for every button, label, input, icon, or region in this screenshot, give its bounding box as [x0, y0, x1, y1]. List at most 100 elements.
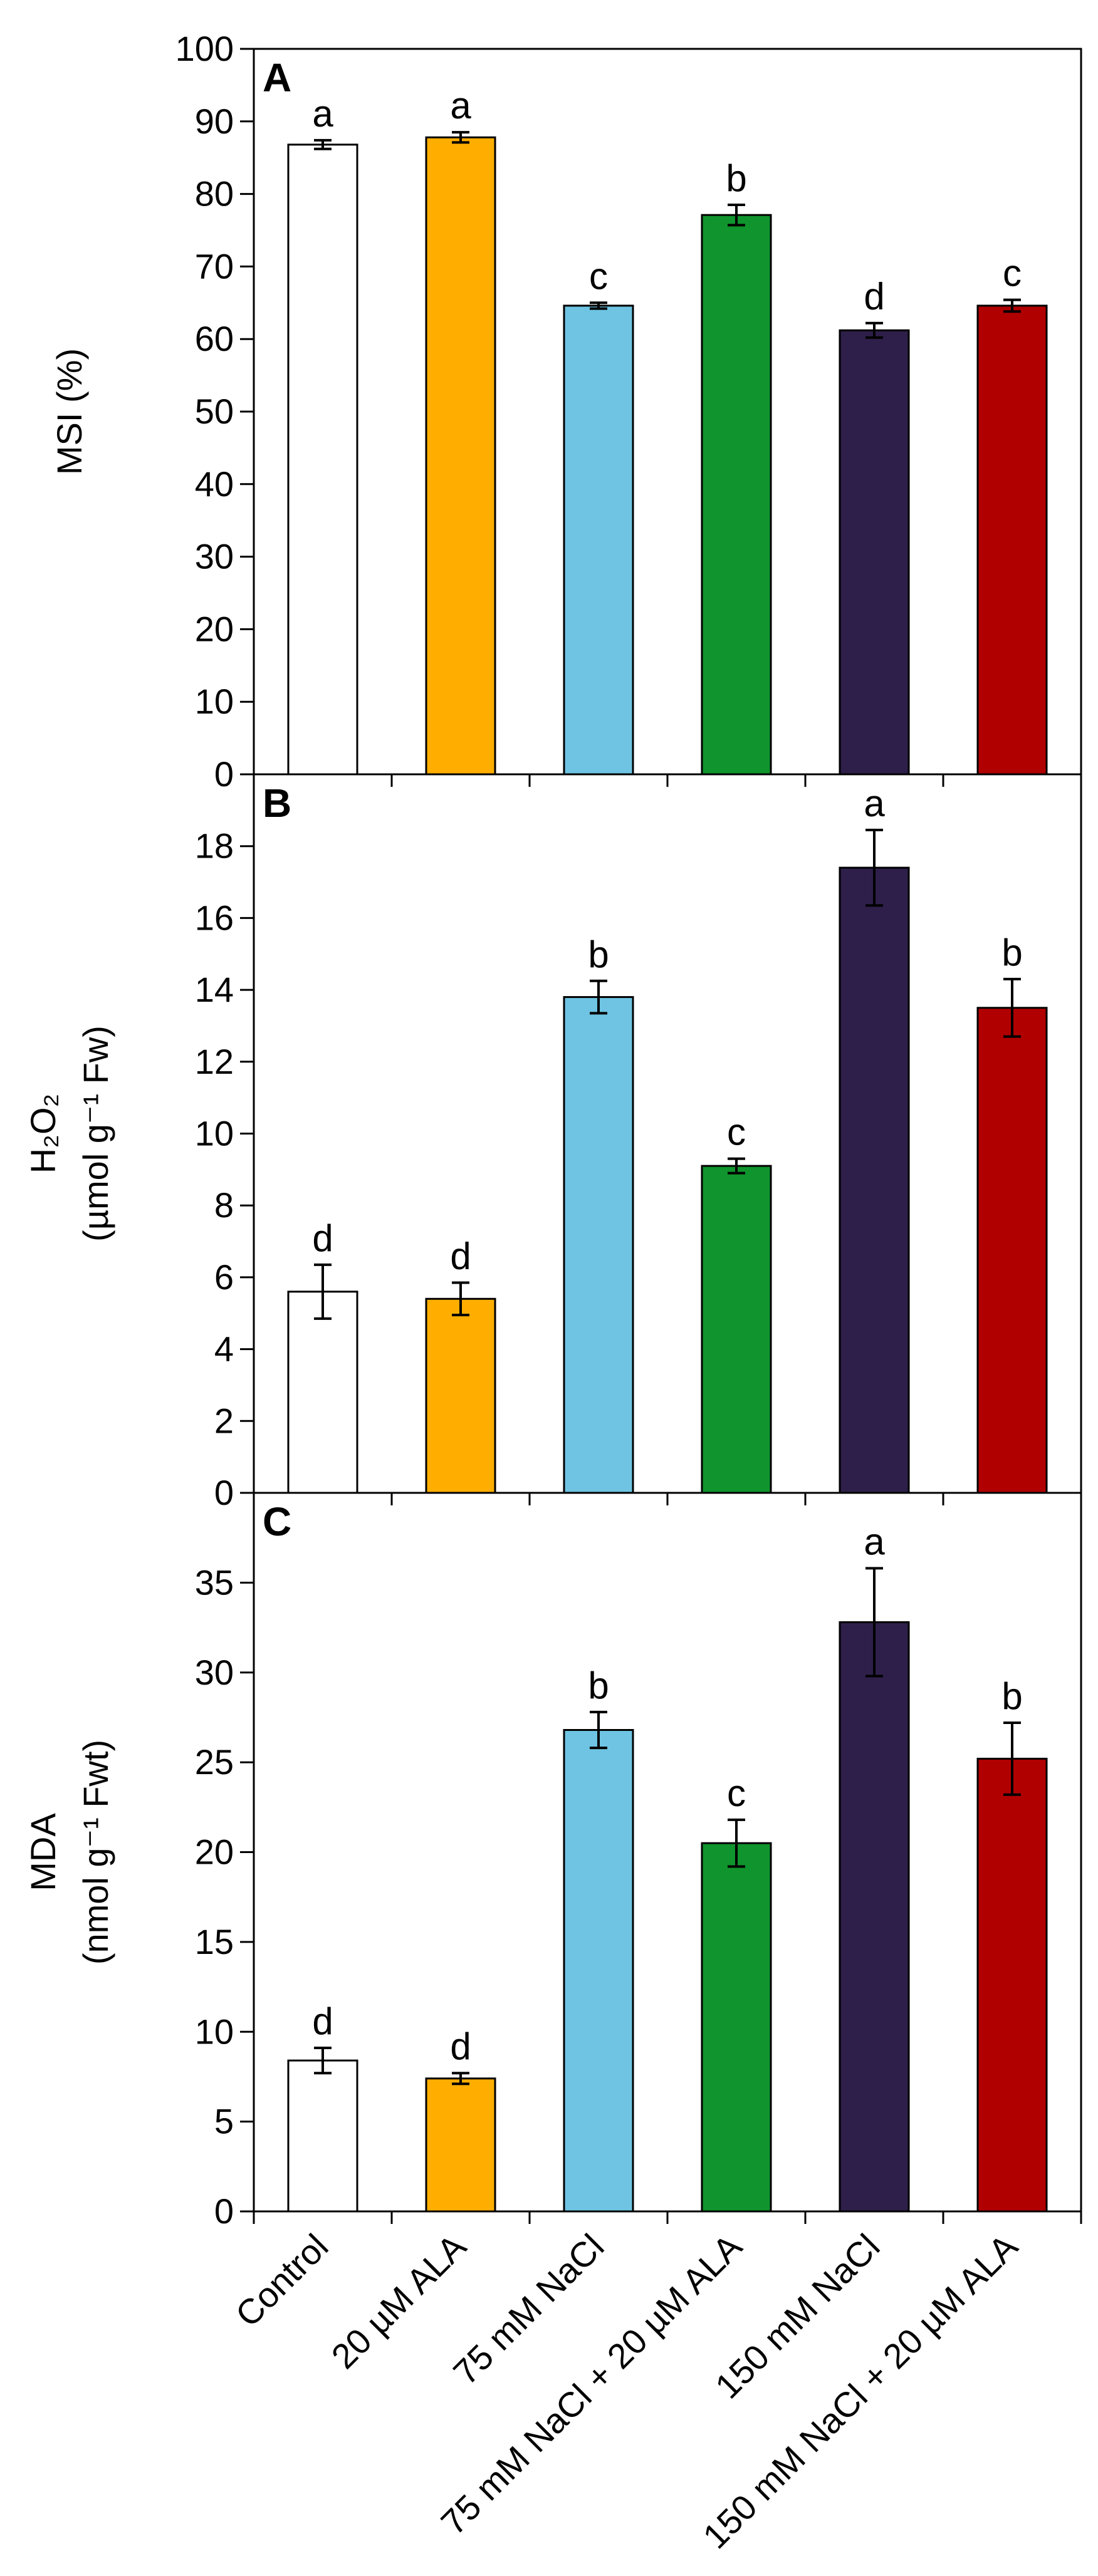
error-bar — [314, 138, 332, 150]
y-tick-label: 30 — [195, 537, 234, 576]
significance-letter: b — [1001, 1675, 1022, 1717]
significance-letter: c — [727, 1772, 746, 1814]
significance-letter: a — [312, 93, 333, 135]
significance-letter: d — [450, 2025, 471, 2067]
y-axis-label: MSI (%) — [50, 348, 89, 475]
y-tick-label: 80 — [195, 174, 234, 214]
y-tick-label: 30 — [195, 1653, 234, 1692]
panel-letter: C — [263, 1499, 291, 1544]
y-tick-label: 18 — [195, 826, 234, 866]
y-tick-label: 20 — [195, 609, 234, 648]
y-tick-label: 5 — [214, 2102, 234, 2141]
panel-letter: B — [263, 781, 291, 826]
y-tick-label: 50 — [195, 392, 234, 431]
bar — [976, 1757, 1048, 2213]
y-tick-label: 15 — [195, 1922, 234, 1961]
error-bar — [452, 1281, 469, 1317]
error-bar — [590, 301, 607, 310]
y-tick-label: 16 — [195, 898, 234, 937]
bar — [287, 1291, 358, 1494]
significance-letter: d — [312, 2000, 333, 2042]
y-tick-label: 60 — [195, 319, 234, 358]
bar — [839, 866, 910, 1494]
error-bar — [314, 2047, 332, 2075]
y-tick-label: 10 — [195, 1114, 234, 1153]
bar — [425, 2077, 496, 2213]
significance-letter: d — [450, 1235, 471, 1277]
y-tick-label: 10 — [195, 682, 234, 721]
plot-frame — [253, 1492, 1082, 2213]
significance-letter: a — [450, 85, 471, 127]
error-bar — [728, 203, 745, 227]
error-bar — [865, 828, 883, 907]
plot-frame — [253, 773, 1082, 1494]
error-bar — [865, 321, 883, 339]
y-tick-label: 0 — [214, 754, 234, 794]
significance-letter: b — [1001, 932, 1022, 974]
bar — [701, 1165, 772, 1494]
bar — [563, 1729, 634, 2213]
error-bar — [590, 1710, 607, 1750]
y-tick-label: 8 — [214, 1185, 234, 1225]
bar — [839, 329, 910, 776]
error-bar — [452, 131, 469, 144]
y-axis-label: MDA (nmol g⁻¹ Fwt) — [23, 1740, 115, 1965]
y-tick-label: 70 — [195, 246, 234, 286]
error-bar — [452, 2072, 469, 2085]
error-bar — [1003, 977, 1021, 1038]
y-tick-label: 20 — [195, 1832, 234, 1872]
bar — [287, 2059, 358, 2213]
bar — [563, 304, 634, 776]
error-bar — [728, 1818, 745, 1868]
significance-letter: c — [589, 255, 608, 297]
significance-letter: d — [864, 276, 884, 318]
bar — [563, 996, 634, 1494]
error-bar — [865, 1567, 883, 1678]
significance-letter: a — [864, 1520, 885, 1562]
panel-A: 0 10 20 30 40 50 60 70 80 90 100 A MSI (%) a a c b d c — [50, 29, 1082, 794]
bar — [839, 1621, 910, 2213]
significance-letter: d — [312, 1217, 333, 1259]
bar — [701, 1842, 772, 2213]
panel-letter: A — [263, 55, 291, 100]
y-axis-label-line: (nmol g⁻¹ Fwt) — [76, 1740, 115, 1965]
y-tick-label: 4 — [214, 1329, 234, 1369]
y-tick-label: 6 — [214, 1257, 234, 1297]
y-tick-label: 14 — [195, 970, 234, 1009]
panel-B: 0 2 4 6 8 10 12 14 16 18 B H₂O₂ (µmol g⁻¹ Fw) d d b c a b — [23, 773, 1082, 1512]
significance-letter: a — [864, 782, 885, 824]
y-axis-label-line: MDA — [23, 1813, 63, 1891]
y-tick-label: 0 — [214, 1473, 234, 1512]
y-axis-label-line: H₂O₂ — [23, 1094, 63, 1173]
y-tick-label: 0 — [214, 2191, 234, 2231]
significance-letter: b — [588, 933, 609, 975]
bar — [425, 136, 496, 776]
x-tick-label: Control — [227, 2226, 335, 2334]
bar — [976, 1007, 1048, 1494]
significance-letter: b — [726, 157, 746, 199]
error-bar — [590, 979, 607, 1015]
y-tick-label: 40 — [195, 464, 234, 504]
y-axis-label: H₂O₂ (µmol g⁻¹ Fw) — [23, 1026, 115, 1242]
significance-letter: c — [1003, 252, 1022, 294]
bar — [425, 1297, 496, 1494]
x-tick-label: 20 µM ALA — [323, 2226, 474, 2376]
panel-C: 0 5 10 15 20 25 30 35 C MDA (nmol g⁻¹ Fwt) d d b c a b — [23, 1492, 1082, 2231]
bar — [287, 143, 358, 776]
y-tick-label: 2 — [214, 1401, 234, 1440]
significance-letter: c — [727, 1111, 746, 1153]
error-bar — [314, 1263, 332, 1320]
plot-frame — [253, 48, 1082, 776]
y-tick-label: 10 — [195, 2012, 234, 2051]
y-tick-label: 100 — [175, 29, 234, 68]
bar — [976, 304, 1048, 776]
y-tick-label: 35 — [195, 1562, 234, 1602]
significance-letter: b — [588, 1665, 609, 1706]
y-tick-label: 90 — [195, 101, 234, 141]
error-bar — [1003, 298, 1021, 313]
y-axis-label-line: MSI (%) — [50, 348, 89, 475]
error-bar — [728, 1157, 745, 1175]
error-bar — [1003, 1722, 1021, 1796]
bar — [701, 214, 772, 776]
